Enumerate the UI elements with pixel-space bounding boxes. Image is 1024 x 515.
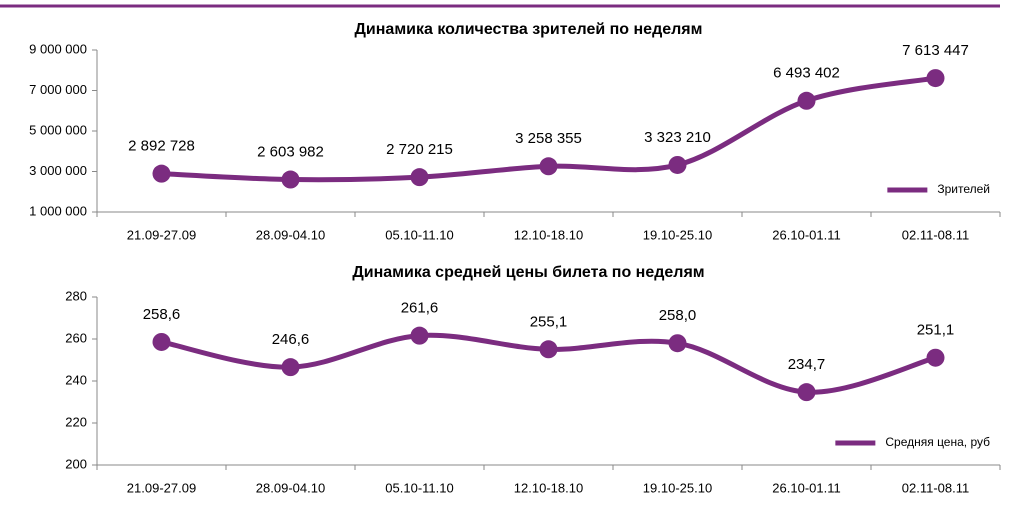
y-tick-label: 3 000 000 [29, 163, 87, 178]
data-label: 261,6 [401, 300, 439, 317]
y-tick-label: 9 000 000 [29, 41, 87, 56]
chart-title: Динамика количества зрителей по неделям [355, 21, 703, 38]
legend-label: Зрителей [937, 182, 990, 196]
y-tick-label: 200 [65, 456, 87, 471]
data-label: 2 892 728 [128, 138, 195, 155]
point [410, 168, 429, 187]
data-label: 2 720 215 [386, 141, 453, 158]
data-label: 258,0 [659, 307, 697, 324]
x-tick-label: 28.09-04.10 [256, 227, 325, 242]
chart-title: Динамика средней цены билета по неделям [352, 264, 704, 281]
point [668, 334, 687, 353]
x-tick-label: 02.11-08.11 [902, 227, 969, 242]
data-label: 3 258 355 [515, 130, 582, 147]
x-tick-label: 12.10-18.10 [514, 480, 583, 495]
data-label: 3 323 210 [644, 129, 711, 146]
y-tick-label: 280 [65, 288, 87, 303]
x-tick-label: 19.10-25.10 [643, 480, 712, 495]
data-label: 7 613 447 [902, 42, 969, 59]
x-tick-label: 26.10-01.11 [772, 480, 840, 495]
x-tick-label: 05.10-11.10 [385, 480, 453, 495]
x-tick-label: 26.10-01.11 [772, 227, 840, 242]
point [539, 157, 558, 176]
point [797, 383, 816, 402]
point [668, 155, 687, 174]
data-label: 251,1 [917, 322, 955, 339]
point [797, 91, 816, 110]
x-tick-label: 05.10-11.10 [385, 227, 453, 242]
x-tick-label: 21.09-27.09 [127, 480, 196, 495]
data-label: 258,6 [143, 306, 181, 323]
point [281, 358, 300, 377]
data-label: 234,7 [788, 356, 826, 373]
point [152, 164, 171, 183]
data-label: 6 493 402 [773, 65, 840, 82]
y-tick-label: 1 000 000 [29, 203, 87, 218]
x-tick-label: 12.10-18.10 [514, 227, 583, 242]
data-label: 246,6 [272, 331, 310, 348]
y-tick-label: 260 [65, 330, 87, 345]
y-tick-label: 240 [65, 372, 87, 387]
y-tick-label: 7 000 000 [29, 82, 87, 97]
point [410, 326, 429, 345]
data-label: 255,1 [530, 313, 568, 330]
y-tick-label: 5 000 000 [29, 122, 87, 137]
point [152, 332, 171, 351]
x-tick-label: 19.10-25.10 [643, 227, 712, 242]
x-tick-label: 02.11-08.11 [902, 480, 969, 495]
x-tick-label: 21.09-27.09 [127, 227, 196, 242]
point [926, 69, 945, 88]
point [281, 170, 300, 189]
x-tick-label: 28.09-04.10 [256, 480, 325, 495]
point [926, 348, 945, 367]
y-tick-label: 220 [65, 414, 87, 429]
data-label: 2 603 982 [257, 143, 324, 160]
point [539, 340, 558, 359]
legend-label: Средняя цена, руб [885, 435, 990, 449]
